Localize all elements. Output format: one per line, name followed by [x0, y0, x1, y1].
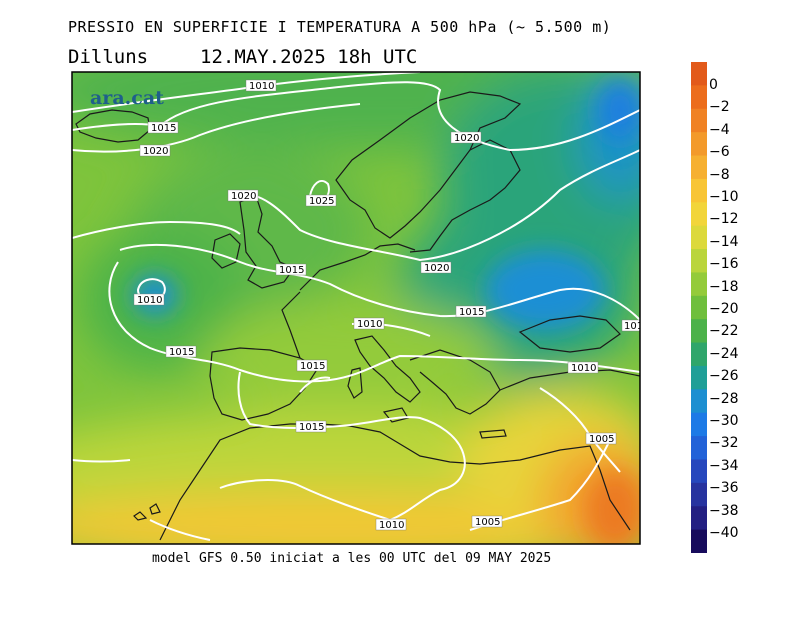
isobar-label: 1020: [143, 146, 168, 157]
colorbar-label: −40: [709, 525, 739, 541]
isobar-label: 1010: [379, 520, 404, 531]
temperature-field: 1010 1015 1020 1020 1025 1015 1010 1020 …: [72, 72, 649, 544]
colorbar-label: 0: [709, 77, 718, 93]
colorbar: [691, 62, 707, 554]
colorbar-swatch: [691, 295, 707, 320]
isobar-label: 1010: [357, 319, 382, 330]
colorbar-label: −26: [709, 368, 739, 385]
colorbar-label: −10: [709, 189, 739, 205]
colorbar-swatch: [691, 155, 707, 180]
colorbar-label: −34: [709, 457, 739, 474]
colorbar-label: −12: [709, 211, 739, 228]
colorbar-label: −14: [709, 233, 739, 250]
colorbar-swatch: [691, 389, 707, 414]
isobar-label: 1020: [454, 133, 479, 144]
colorbar-label: −4: [709, 121, 730, 138]
colorbar-label: −22: [709, 323, 739, 340]
isobar-label: 1015: [459, 307, 484, 318]
colorbar-swatch: [691, 319, 707, 344]
isobar-label: 1015: [151, 123, 176, 134]
colorbar-swatch: [691, 85, 707, 110]
colorbar-swatch: [691, 365, 707, 390]
colorbar-swatches: [691, 62, 707, 554]
colorbar-label: −24: [709, 345, 739, 362]
colorbar-swatch: [691, 459, 707, 484]
isobar-label: 1020: [231, 191, 256, 202]
brand-logo: ara.cat: [90, 87, 164, 109]
colorbar-label: −28: [709, 390, 739, 407]
chart-title: PRESSIO EN SUPERFICIE I TEMPERATURA A 50…: [68, 18, 612, 36]
isobar-label: 1015: [624, 321, 649, 332]
colorbar-label: −6: [709, 144, 730, 161]
isobar-label: 1005: [589, 434, 614, 445]
forecast-day: Dilluns: [68, 46, 149, 68]
isobar-label: 1010: [249, 81, 274, 92]
colorbar-label: −36: [709, 480, 739, 497]
colorbar-swatch: [691, 529, 707, 554]
isobar-label: 1015: [169, 347, 194, 358]
colorbar-swatch: [691, 132, 707, 157]
colorbar-label: −38: [709, 502, 739, 519]
isobar-label: 1020: [424, 263, 449, 274]
colorbar-label: −2: [709, 99, 730, 116]
colorbar-swatch: [691, 436, 707, 460]
isobar-label: 1005: [475, 517, 500, 528]
colorbar-label: −8: [709, 166, 730, 183]
colorbar-swatch: [691, 178, 707, 203]
colorbar-swatch: [691, 62, 707, 86]
isobar-label: 1010: [137, 295, 162, 306]
model-info: model GFS 0.50 iniciat a les 00 UTC del …: [152, 551, 552, 566]
colorbar-swatch: [691, 202, 707, 227]
map-frame: [71, 71, 641, 545]
colorbar-swatch: [691, 225, 707, 250]
colorbar-swatch: [691, 482, 707, 507]
colorbar-swatch: [691, 249, 707, 273]
isobar-label: 1010: [571, 363, 596, 374]
colorbar-label: −18: [709, 278, 739, 295]
colorbar-swatch: [691, 506, 707, 531]
colorbar-swatch: [691, 412, 707, 437]
colorbar-label: −20: [709, 301, 739, 317]
isobar-label: 1025: [309, 196, 334, 207]
colorbar-label: −30: [709, 413, 739, 429]
isobar-label: 1015: [299, 422, 324, 433]
colorbar-swatch: [691, 342, 707, 367]
isobar-label: 1015: [279, 265, 304, 276]
isobar-label: 1015: [300, 361, 325, 372]
colorbar-swatch: [691, 108, 707, 133]
colorbar-swatch: [691, 272, 707, 297]
colorbar-label: −16: [709, 256, 739, 273]
forecast-datetime: 12.MAY.2025 18h UTC: [200, 46, 418, 68]
colorbar-label: −32: [709, 435, 739, 452]
isobar-labels: 1010 1015 1020 1020 1025 1015 1010 1020 …: [133, 79, 649, 531]
